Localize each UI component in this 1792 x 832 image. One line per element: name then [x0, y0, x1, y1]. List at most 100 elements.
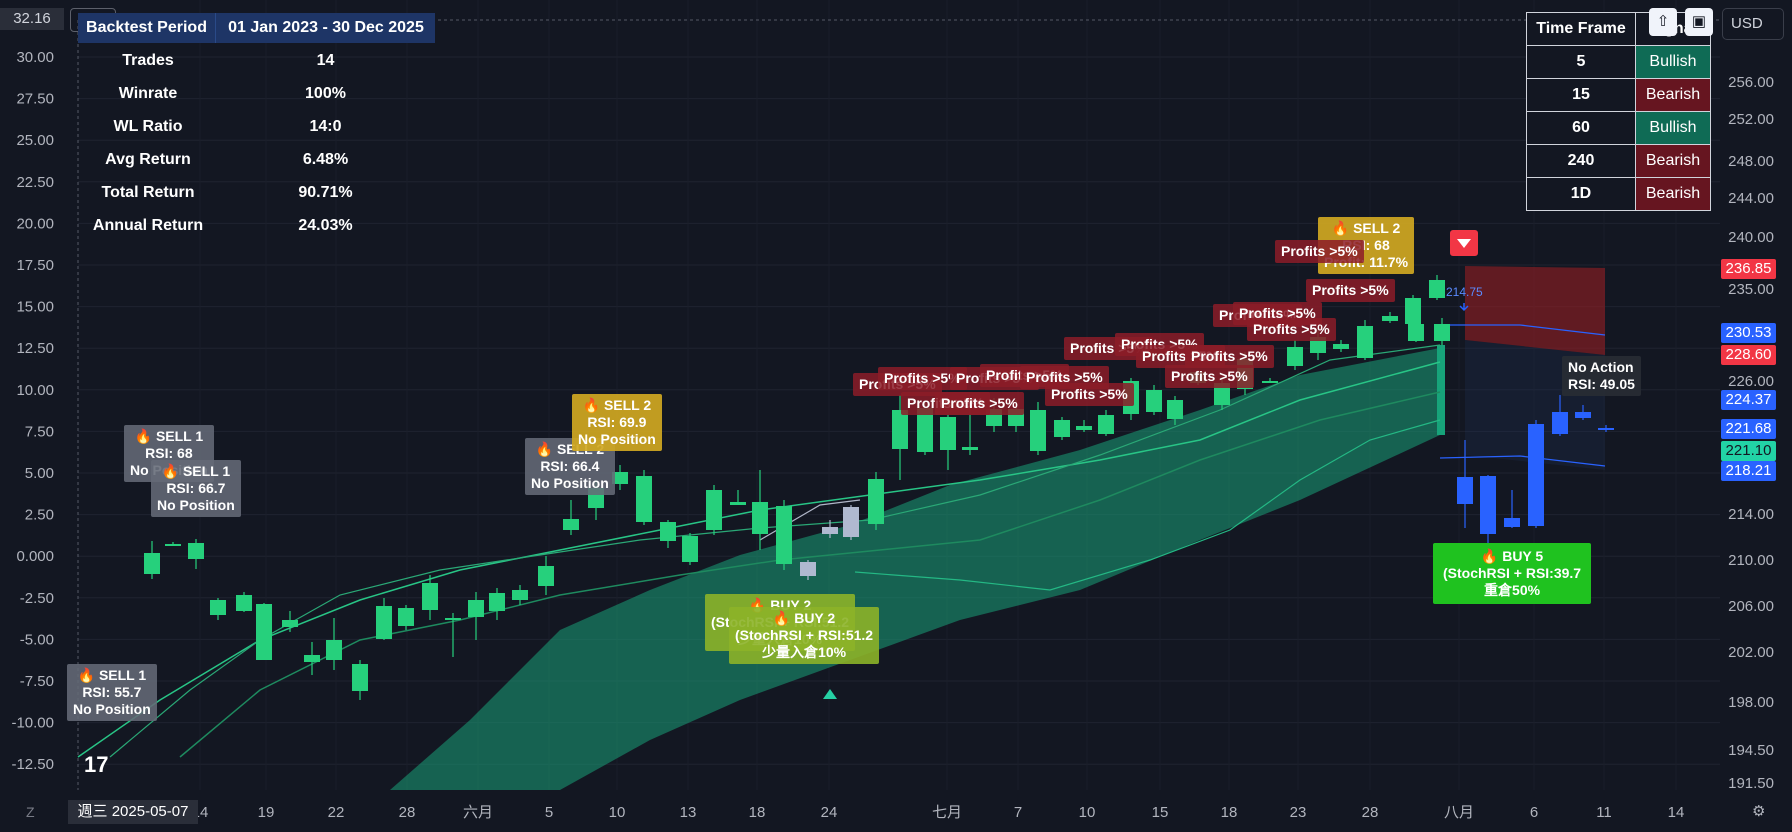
profit-label: Profits >5%: [1045, 383, 1134, 406]
time-tick-label: 22: [328, 804, 345, 821]
signal-cell: Bullish: [1636, 112, 1710, 144]
candle: [422, 583, 438, 610]
ema-line: [854, 419, 1441, 591]
column-header-timeframe: Time Frame: [1527, 13, 1636, 45]
profit-label: Profits >5%: [1185, 345, 1274, 368]
currency-selector[interactable]: USD: [1722, 8, 1784, 40]
time-tick-label: 19: [258, 804, 275, 821]
profit-label: Profits >5%: [1165, 365, 1254, 388]
candle: [822, 527, 838, 534]
candle: [1405, 298, 1421, 324]
signal-label-sell: 🔥 SELL 1 RSI: 66.7 No Position: [151, 460, 241, 517]
time-tick-label: 23: [1290, 804, 1307, 821]
price-badge: 236.85: [1721, 259, 1776, 279]
stat-label: WL Ratio: [113, 118, 183, 135]
candle: [352, 664, 368, 691]
candle: [776, 506, 792, 564]
time-tick-label: 5: [545, 804, 553, 821]
candle: [538, 566, 554, 586]
timeframe-cell: 240: [1527, 145, 1636, 177]
buy-marker-arrow: [823, 689, 837, 699]
backtest-period-label: Backtest Period: [86, 19, 207, 36]
zoom-reset-button[interactable]: Z: [26, 804, 35, 820]
timeframe-cell: 60: [1527, 112, 1636, 144]
candle: [398, 608, 414, 626]
time-tick-label: 28: [1362, 804, 1379, 821]
candle: [1382, 316, 1398, 321]
candle: [256, 604, 272, 660]
timeframe-cell: 1D: [1527, 178, 1636, 210]
stat-value: 14: [316, 52, 335, 69]
candle: [1146, 390, 1162, 412]
candle: [489, 593, 505, 611]
right-tick-label: 198.00: [1728, 694, 1774, 711]
candle: [1054, 420, 1070, 437]
tradingview-logo-icon[interactable]: 17: [84, 752, 109, 777]
price-badge: 218.21: [1721, 461, 1776, 481]
candle: [188, 543, 204, 559]
gear-icon[interactable]: ⚙: [1752, 803, 1766, 820]
current-value-badge: 32.16: [0, 8, 64, 30]
bb-line: [1439, 455, 1606, 467]
candle: [563, 519, 579, 530]
buy-price-label: 214.75: [1446, 285, 1483, 299]
crosshair-date-label: 週三 2025-05-07: [68, 800, 198, 824]
trend-cloud-band: [390, 348, 1440, 790]
left-tick-label: 25.00: [16, 132, 54, 149]
price-badge: 228.60: [1721, 345, 1776, 365]
left-tick-label: 22.50: [16, 174, 54, 191]
table-row: 240 Bearish: [1527, 144, 1710, 177]
share-icon[interactable]: ⇧: [1649, 8, 1677, 36]
signal-label-buy: 🔥 BUY 5 (StochRSI + RSI:39.7 重倉50%: [1433, 543, 1592, 604]
table-row: 60 Bullish: [1527, 111, 1710, 144]
profit-label: Profits >5%: [1275, 240, 1364, 263]
candle: [682, 536, 698, 562]
price-badge: 230.53: [1721, 323, 1776, 343]
cloud-edge: [1437, 345, 1445, 435]
time-tick-label: 八月: [1444, 804, 1474, 821]
candle: [962, 447, 978, 450]
candle: [1598, 428, 1614, 430]
time-tick-label: 28: [399, 804, 416, 821]
time-tick-label: 24: [821, 804, 838, 821]
time-tick-label: 18: [1221, 804, 1238, 821]
table-row: 5 Bullish: [1527, 45, 1710, 78]
candle: [512, 590, 528, 600]
left-tick-label: 2.50: [25, 507, 54, 524]
signal-label-sell: 🔥 SELL 1 RSI: 55.7 No Position: [67, 664, 157, 721]
backtest-period-value: 01 Jan 2023 - 30 Dec 2025: [215, 13, 436, 43]
right-tick-label: 240.00: [1728, 229, 1774, 246]
left-tick-label: -5.00: [20, 631, 54, 648]
resistance-zone: [1465, 266, 1605, 355]
left-tick-label: -2.50: [20, 590, 54, 607]
left-tick-label: 12.50: [16, 340, 54, 357]
buy-price-arrow: [1459, 303, 1469, 312]
stat-label: Winrate: [118, 85, 178, 102]
right-tick-label: 252.00: [1728, 111, 1774, 128]
candle: [1457, 477, 1473, 504]
stat-value: 90.71%: [298, 184, 353, 201]
right-tick-label: 194.50: [1728, 742, 1774, 759]
sell-marker-arrow: [1457, 239, 1471, 248]
profit-label: Profits >5%: [878, 367, 967, 390]
left-tick-label: -7.50: [20, 673, 54, 690]
left-tick-label: 7.50: [25, 423, 54, 440]
candle: [706, 490, 722, 530]
stat-value: 6.48%: [302, 151, 349, 168]
left-tick-label: 5.00: [25, 465, 54, 482]
candle: [1333, 344, 1349, 349]
time-tick-label: 18: [749, 804, 766, 821]
candle: [236, 595, 252, 611]
candle: [376, 606, 392, 639]
table-row: 15 Bearish: [1527, 78, 1710, 111]
candle: [1434, 324, 1450, 341]
time-tick-label: 11: [1596, 804, 1612, 821]
candles: [144, 230, 1614, 700]
ema-line: [109, 344, 1441, 758]
candle: [660, 522, 676, 541]
signal-cell: Bullish: [1636, 46, 1710, 78]
candle: [1076, 426, 1092, 430]
screenshot-icon[interactable]: ▣: [1685, 8, 1713, 36]
time-tick-label: 15: [1152, 804, 1169, 821]
